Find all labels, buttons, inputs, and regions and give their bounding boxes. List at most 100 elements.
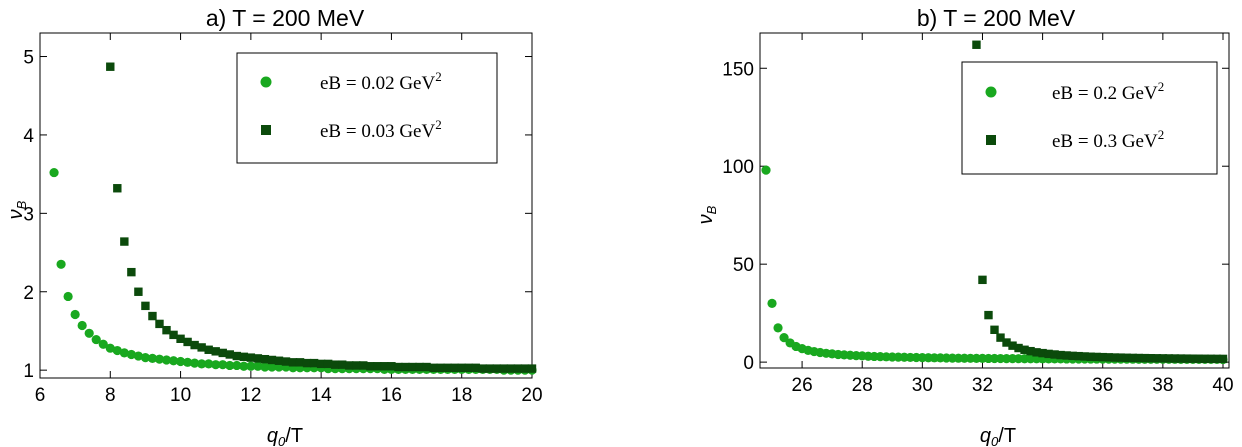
data-point <box>450 363 459 373</box>
data-point <box>331 360 340 369</box>
data-point <box>499 364 509 373</box>
data-point <box>154 354 165 364</box>
data-point <box>253 361 263 371</box>
data-point <box>408 362 417 372</box>
data-point <box>366 362 375 371</box>
legend-marker-b-1 <box>986 135 996 145</box>
data-point <box>1182 354 1192 363</box>
data-point <box>436 363 445 373</box>
data-point <box>429 363 438 373</box>
data-point <box>1044 349 1053 359</box>
data-point <box>767 298 777 308</box>
x-tick-label-a: 10 <box>170 385 191 406</box>
data-point <box>457 363 466 373</box>
data-point <box>126 349 136 360</box>
data-point <box>113 184 122 193</box>
data-point <box>1170 354 1180 363</box>
data-point <box>120 237 129 246</box>
data-point <box>175 356 186 367</box>
data-point <box>1020 345 1029 354</box>
data-point <box>141 301 150 311</box>
data-point <box>996 333 1005 342</box>
data-point <box>773 323 783 333</box>
x-tick-label-a: 14 <box>311 385 333 406</box>
data-point <box>984 310 993 320</box>
data-point <box>387 362 396 371</box>
data-point <box>1140 353 1150 363</box>
legend-box-a <box>236 52 498 164</box>
series-b-0 <box>761 165 1228 365</box>
data-point <box>1158 354 1168 363</box>
data-point <box>49 167 59 178</box>
data-point <box>112 345 122 356</box>
data-point <box>338 360 347 369</box>
data-point <box>84 328 94 338</box>
y-tick-label-a: 1 <box>23 361 34 382</box>
data-point <box>761 165 771 175</box>
data-point <box>1092 352 1101 362</box>
x-tick-label-b: 32 <box>972 375 993 396</box>
data-point <box>527 364 537 373</box>
data-point <box>520 364 530 373</box>
data-point <box>1194 354 1204 363</box>
series-a-0 <box>49 167 537 375</box>
data-point <box>204 359 214 369</box>
data-point <box>197 343 206 352</box>
y-tick-label-a: 2 <box>23 283 34 304</box>
y-tick-label-a: 5 <box>23 48 34 69</box>
legend-label-a-0: eB = 0.02 GeV2 <box>320 69 442 94</box>
data-point <box>91 334 101 345</box>
legend-label-a-1: eB = 0.03 GeV2 <box>320 117 442 142</box>
data-point <box>260 354 270 364</box>
data-point <box>183 357 193 367</box>
legend-a: eB = 0.02 GeV2 eB = 0.03 GeV2 <box>236 52 498 164</box>
data-point <box>1176 354 1186 363</box>
data-point <box>267 355 277 365</box>
data-point <box>162 325 171 335</box>
data-point <box>471 363 480 373</box>
data-point <box>1110 353 1119 362</box>
data-point <box>1146 354 1156 363</box>
data-point <box>232 351 241 361</box>
data-point <box>978 275 987 285</box>
data-point <box>1098 352 1107 362</box>
data-point <box>1038 348 1047 358</box>
x-axis-title-b: q0/T <box>980 425 1016 447</box>
data-point <box>1164 354 1174 363</box>
data-point <box>77 320 87 331</box>
data-point <box>1002 338 1011 347</box>
y-tick-label-b: 50 <box>733 255 754 276</box>
data-point <box>1122 353 1131 362</box>
data-point <box>316 359 326 369</box>
data-point <box>169 330 178 340</box>
data-point <box>197 359 207 369</box>
x-tick-label-a: 8 <box>105 385 116 406</box>
data-point <box>127 267 136 277</box>
data-point <box>239 361 249 371</box>
y-tick-label-a: 4 <box>23 126 34 147</box>
data-point <box>373 362 382 371</box>
data-point <box>119 348 129 358</box>
data-point <box>225 360 235 371</box>
data-point <box>1212 354 1222 364</box>
x-tick-label-b: 38 <box>1152 375 1173 396</box>
x-tick-label-a: 16 <box>381 385 402 406</box>
data-point <box>63 291 73 302</box>
series-b-1 <box>972 40 1228 364</box>
data-point <box>352 361 361 370</box>
data-point <box>260 362 270 372</box>
data-point <box>204 345 213 354</box>
x-tick-label-b: 30 <box>912 375 933 396</box>
data-point <box>218 348 227 358</box>
data-point <box>183 337 192 347</box>
data-point <box>1068 351 1077 361</box>
data-point <box>1014 343 1023 353</box>
data-point <box>359 361 368 370</box>
data-point <box>309 358 319 368</box>
x-tick-label-b: 36 <box>1092 375 1113 396</box>
legend-box-b <box>961 61 1218 175</box>
y-axis-title-b: νB <box>695 205 719 224</box>
data-point <box>1062 351 1071 360</box>
x-tick-label-b: 28 <box>852 375 873 396</box>
